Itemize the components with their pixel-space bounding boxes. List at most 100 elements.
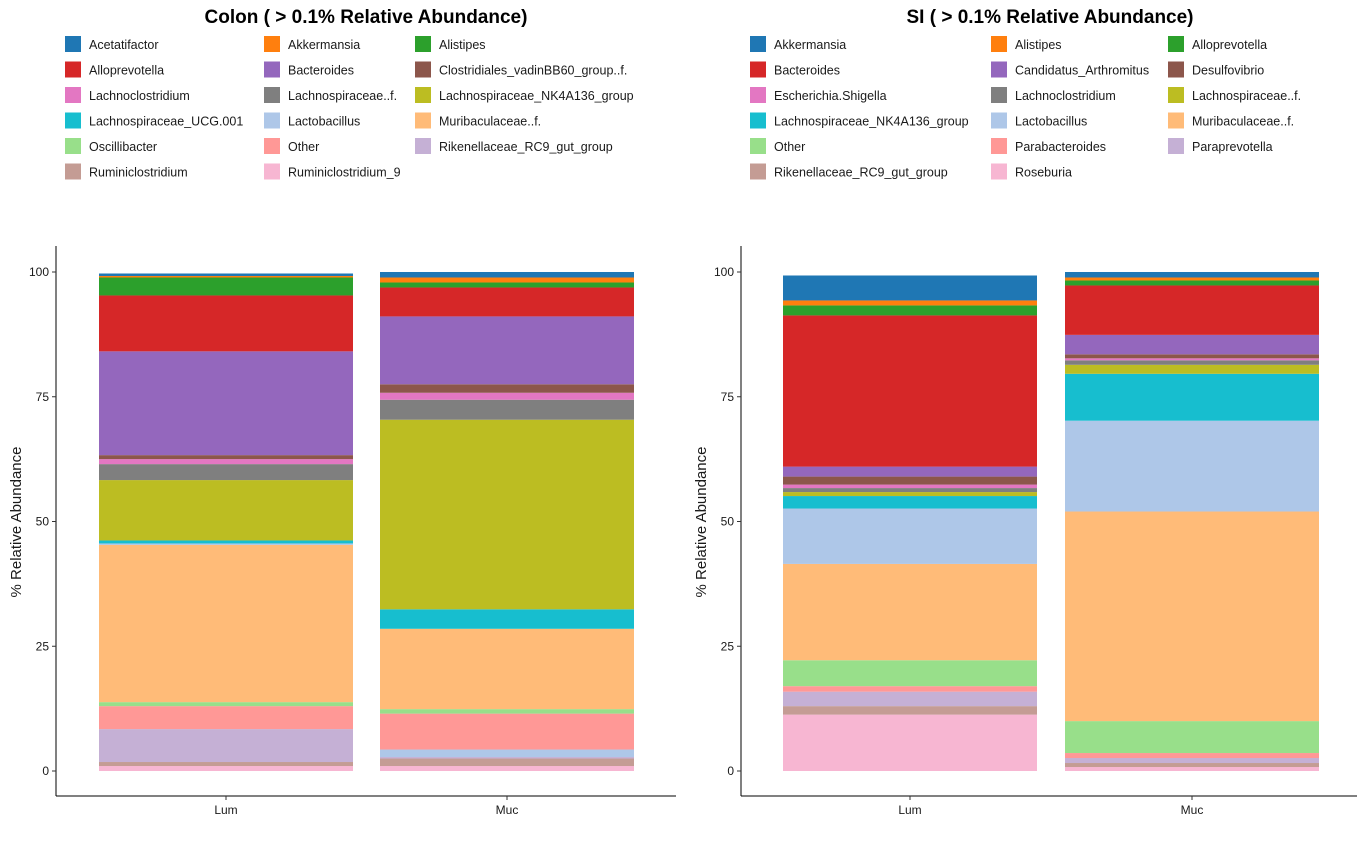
legend-label: Rikenellaceae_RC9_gut_group [439,140,613,154]
bar-segment [783,476,1037,485]
bar-segment [783,300,1037,306]
bar-segment [1065,758,1319,764]
bar-segment [783,305,1037,316]
bar-segment [783,508,1037,564]
y-tick-label: 100 [29,265,49,279]
legend-item: Lachnospiraceae..f. [1168,87,1301,103]
bar-segment [783,466,1037,477]
bar-segment [1065,280,1319,286]
legend-item: Ruminiclostridium [65,163,188,180]
bar-segment [99,706,353,730]
legend-swatch [264,61,280,78]
bar-segment [99,540,353,544]
legend-label: Acetatifactor [89,38,158,52]
legend-item: Other [750,138,805,154]
bar-segment [1065,334,1319,355]
bar-segment [783,484,1037,489]
bar-segment [783,315,1037,467]
bar-segment [1065,420,1319,512]
legend-item: Lachnospiraceae..f. [264,87,397,103]
legend-item: Acetatifactor [65,36,158,52]
colon-legend: Acetatifactor Akkermansia Alistipes Allopre… [65,36,634,180]
legend-label: Ruminiclostridium_9 [288,166,401,180]
bar-segment [99,702,353,707]
legend-label: Akkermansia [288,38,360,52]
legend-item: Alloprevotella [1168,36,1267,52]
y-tick-label: 0 [727,764,734,778]
bar-segment [1065,272,1319,278]
bar-segment [380,384,634,393]
x-tick-label: Lum [898,803,921,817]
legend-swatch [991,112,1007,129]
bar-segment [380,609,634,629]
legend-label: Desulfovibrio [1192,64,1264,78]
bar-segment [783,563,1037,661]
legend-swatch [750,138,766,154]
legend-swatch [1168,61,1184,78]
legend-label: Akkermansia [774,38,846,52]
bar-segment [380,392,634,400]
legend-swatch [415,87,431,103]
bar-segment [1065,358,1319,361]
legend-swatch [750,87,766,103]
bar-segment [783,706,1037,715]
legend-item: Bacteroides [264,61,354,78]
legend-label: Clostridiales_vadinBB60_group..f. [439,64,627,78]
bar-segment [380,709,634,714]
legend-label: Lachnospiraceae..f. [1192,89,1301,103]
legend-item: Desulfovibrio [1168,61,1264,78]
bar-segment [380,399,634,420]
bar-segment [1065,763,1319,768]
legend-swatch [65,87,81,103]
y-tick-label: 50 [721,515,735,529]
bar-segment [99,543,353,545]
legend-item: Roseburia [991,163,1072,180]
bar-segment [1065,277,1319,281]
legend-item: Escherichia.Shigella [750,87,887,103]
si-legend: Akkermansia Alistipes Alloprevotella Bacter… [750,36,1301,180]
legend-item: Lactobacillus [991,112,1087,129]
legend-item: Other [264,138,319,154]
bar-segment [380,766,634,771]
bar-segment [1065,753,1319,759]
legend-swatch [991,163,1007,180]
bar-segment [380,316,634,385]
si-panel: SI ( > 0.1% Relative Abundance) Akkerman… [693,7,1357,817]
legend-swatch [1168,138,1184,154]
legend-swatch [750,61,766,78]
legend-swatch [1168,112,1184,129]
bar-segment [783,492,1037,497]
legend-label: Paraprevotella [1192,140,1273,154]
legend-item: Ruminiclostridium_9 [264,163,401,180]
bar-segment [99,351,353,456]
legend-item: Akkermansia [264,36,360,52]
y-tick-label: 25 [721,639,735,653]
legend-label: Lachnospiraceae_NK4A136_group [774,115,969,129]
legend-swatch [1168,36,1184,52]
y-tick-label: 100 [714,265,734,279]
legend-label: Lachnoclostridium [89,89,190,103]
legend-swatch [1168,87,1184,103]
legend-item: Clostridiales_vadinBB60_group..f. [415,61,627,78]
legend-swatch [65,112,81,129]
legend-label: Ruminiclostridium [89,166,188,180]
si-chart-title: SI ( > 0.1% Relative Abundance) [906,7,1193,28]
bar-segment [380,287,634,317]
colon-chart-title: Colon ( > 0.1% Relative Abundance) [205,7,528,28]
legend-item: Muribaculaceae..f. [415,112,541,129]
bar-segment [1065,373,1319,421]
legend-item: Paraprevotella [1168,138,1273,154]
legend-item: Lachnoclostridium [65,87,190,103]
bar-muc [1065,272,1319,771]
legend-swatch [415,61,431,78]
legend-label: Lachnospiraceae..f. [288,89,397,103]
legend-swatch [991,36,1007,52]
legend-item: Candidatus_Arthromitus [991,61,1149,78]
legend-item: Bacteroides [750,61,840,78]
legend-item: Muribaculaceae..f. [1168,112,1294,129]
legend-item: Oscillibacter [65,138,157,154]
bar-lum [99,273,353,771]
legend-label: Alistipes [1015,38,1062,52]
colon-y-axis-label: % Relative Abundance [8,447,25,598]
